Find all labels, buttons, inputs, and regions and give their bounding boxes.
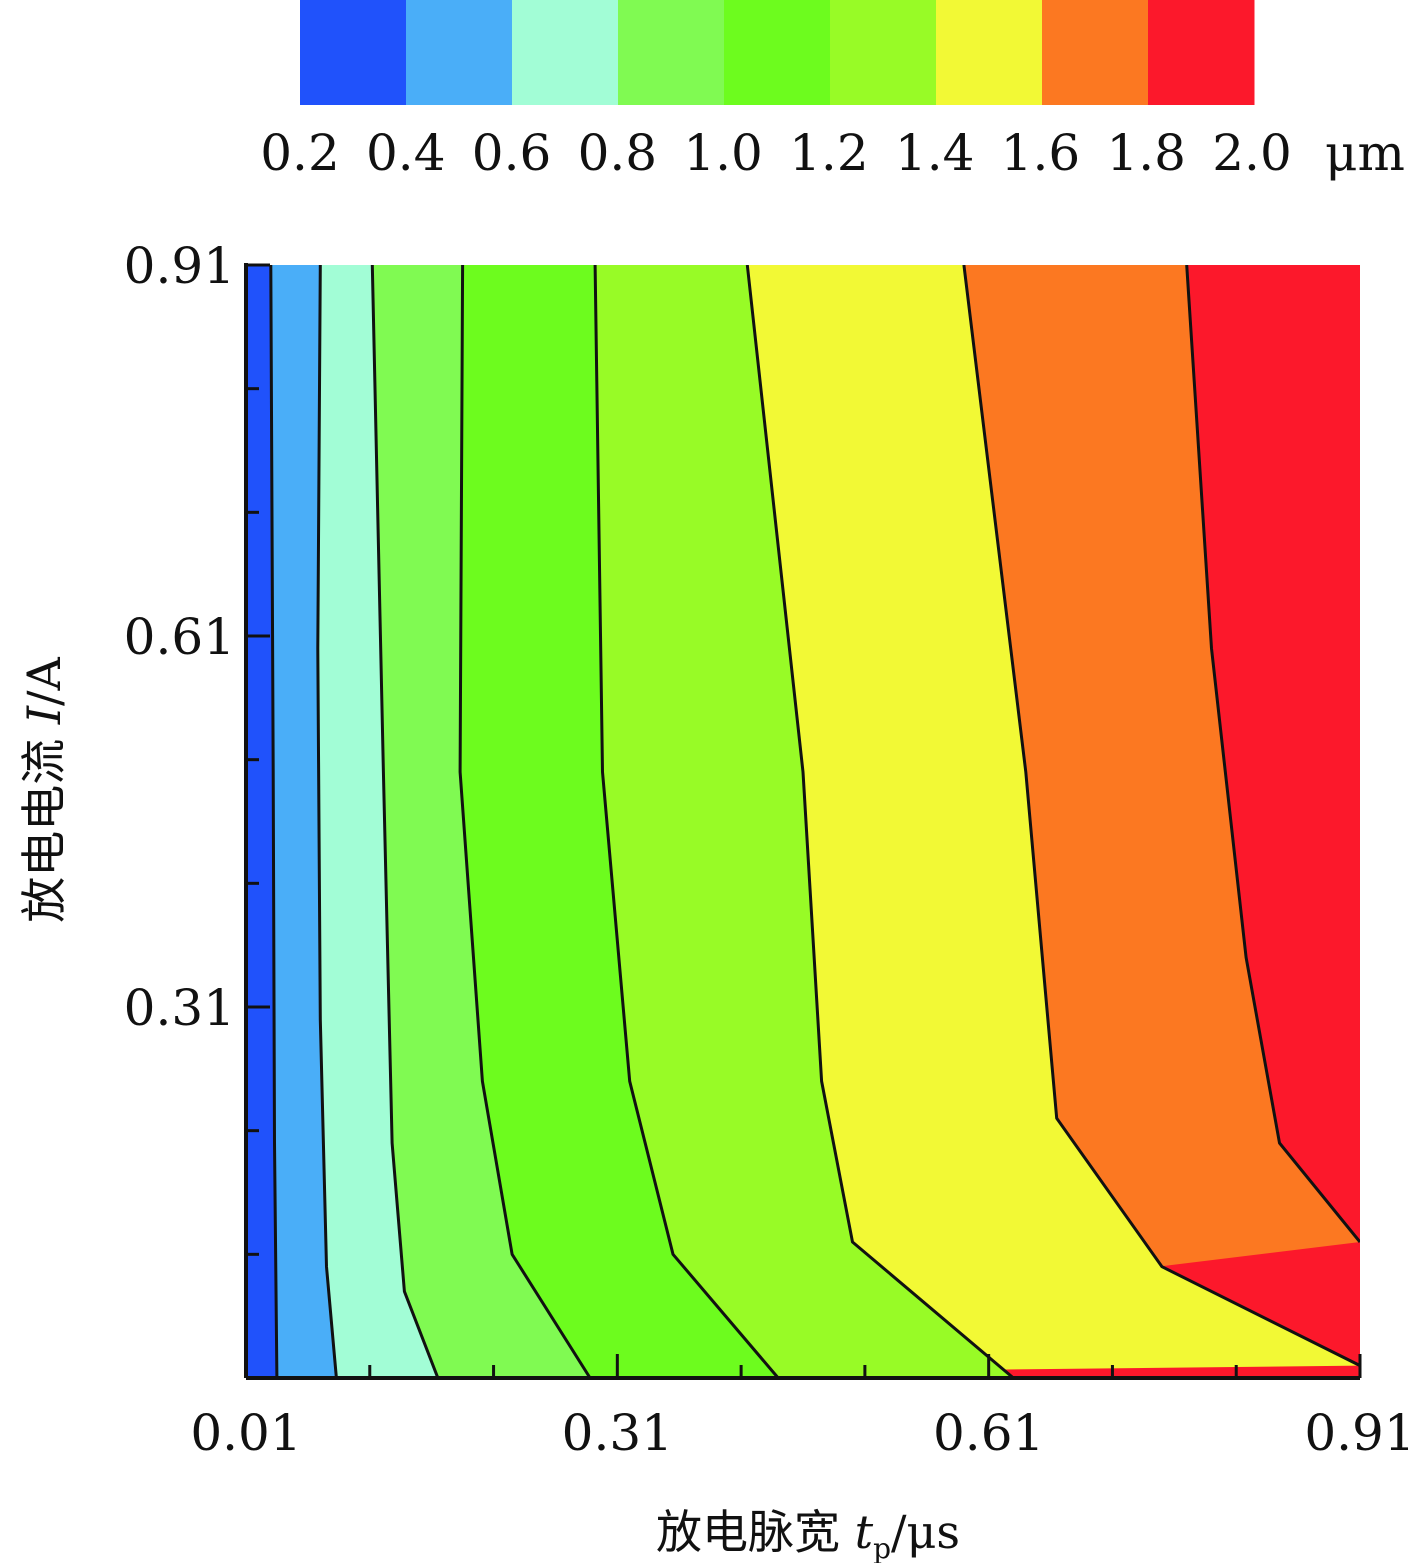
x-axis-label-variable: t bbox=[855, 1505, 874, 1559]
contour-line-4 bbox=[593, 265, 780, 1378]
colorbar-swatch-3 bbox=[618, 0, 725, 105]
colorbar-tick-label: 0.6 bbox=[472, 124, 552, 182]
colorbar-tick-labels: 0.2 0.4 0.6 0.8 1.0 1.2 1.4 1.6 1.8 2.0 μm bbox=[260, 124, 1405, 182]
colorbar-swatch-0 bbox=[300, 0, 407, 105]
x-tick-label: 0.91 bbox=[1304, 1404, 1408, 1462]
colorbar-swatch-6 bbox=[936, 0, 1043, 105]
colorbar-swatch-2 bbox=[512, 0, 619, 105]
contour-line-5 bbox=[745, 265, 1015, 1378]
x-axis-label-unit: /μs bbox=[891, 1505, 960, 1559]
contour-band-0 bbox=[246, 265, 277, 1378]
contour-line-7 bbox=[1185, 265, 1360, 1243]
x-tick-label: 0.31 bbox=[562, 1404, 673, 1462]
x-axis-label: 放电脉宽 tp/μs bbox=[656, 1505, 960, 1563]
y-tick-label: 0.31 bbox=[124, 979, 235, 1037]
contour-line-3 bbox=[458, 265, 592, 1378]
y-axis-label-variable: I bbox=[17, 705, 71, 725]
colorbar-tick-label: 0.4 bbox=[366, 124, 446, 182]
colorbar bbox=[300, 0, 1255, 105]
contour-lines bbox=[269, 265, 1360, 1378]
colorbar-tick-label: 1.4 bbox=[895, 124, 975, 182]
y-axis-label-unit: /A bbox=[17, 656, 71, 705]
y-tick-label: 0.61 bbox=[124, 608, 235, 666]
contour-line-2 bbox=[370, 265, 440, 1378]
colorbar-tick-label: 1.2 bbox=[789, 124, 869, 182]
x-tick-labels: 0.01 0.31 0.61 0.91 bbox=[190, 1404, 1408, 1462]
contour-line-1 bbox=[316, 265, 338, 1378]
colorbar-tick-label: 1.6 bbox=[1001, 124, 1081, 182]
colorbar-tick-label: 0.8 bbox=[578, 124, 658, 182]
colorbar-swatch-8 bbox=[1148, 0, 1255, 105]
colorbar-tick-label: 0.2 bbox=[260, 124, 340, 182]
y-tick-labels: 0.31 0.61 0.91 bbox=[124, 237, 235, 1037]
colorbar-unit: μm bbox=[1325, 124, 1405, 182]
colorbar-swatch-4 bbox=[724, 0, 831, 105]
contour-bands bbox=[246, 265, 1360, 1378]
colorbar-swatch-1 bbox=[406, 0, 513, 105]
y-axis-label-prefix: 放电电流 bbox=[17, 724, 71, 923]
colorbar-tick-label: 1.0 bbox=[683, 124, 763, 182]
colorbar-tick-label: 1.8 bbox=[1106, 124, 1186, 182]
x-axis-label-prefix: 放电脉宽 bbox=[656, 1505, 855, 1559]
contour-line-0 bbox=[269, 265, 279, 1378]
colorbar-tick-label: 2.0 bbox=[1212, 124, 1292, 182]
y-tick-label: 0.91 bbox=[124, 237, 235, 295]
y-axis-label: 放电电流 I/A bbox=[17, 656, 71, 922]
contour-line-6 bbox=[962, 265, 1360, 1367]
colorbar-swatch-7 bbox=[1042, 0, 1149, 105]
axes bbox=[244, 263, 1362, 1380]
x-tick-label: 0.01 bbox=[190, 1404, 301, 1462]
colorbar-swatch-5 bbox=[830, 0, 937, 105]
x-tick-label: 0.61 bbox=[933, 1404, 1044, 1462]
x-axis-label-subscript: p bbox=[873, 1532, 891, 1563]
plot-area bbox=[244, 263, 1362, 1380]
